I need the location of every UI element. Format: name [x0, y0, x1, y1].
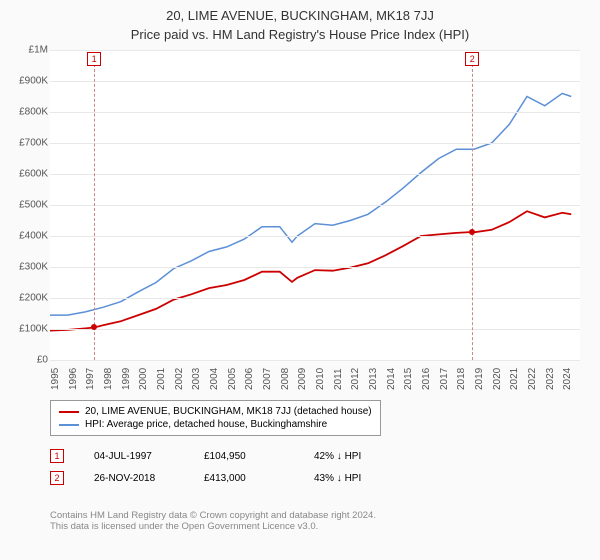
sale-dot	[91, 324, 97, 330]
x-tick-label: 2000	[138, 368, 149, 390]
y-tick-label: £200K	[0, 293, 48, 304]
x-tick-label: 2003	[191, 368, 202, 390]
transaction-diff-1: 42% ↓ HPI	[314, 451, 394, 462]
y-tick-label: £500K	[0, 200, 48, 211]
sale-vline	[472, 64, 473, 360]
x-tick-label: 2005	[227, 368, 238, 390]
transactions-table: 1 04-JUL-1997 £104,950 42% ↓ HPI 2 26-NO…	[50, 445, 394, 489]
x-tick-label: 2009	[297, 368, 308, 390]
gridline-h	[50, 174, 580, 175]
gridline-h	[50, 267, 580, 268]
gridline-h	[50, 298, 580, 299]
chart-title-address: 20, LIME AVENUE, BUCKINGHAM, MK18 7JJ	[0, 0, 600, 23]
transaction-date-2: 26-NOV-2018	[94, 473, 174, 484]
y-tick-label: £0	[0, 355, 48, 366]
transaction-diff-2: 43% ↓ HPI	[314, 473, 394, 484]
y-tick-label: £100K	[0, 324, 48, 335]
x-tick-label: 2016	[421, 368, 432, 390]
x-tick-label: 2013	[368, 368, 379, 390]
gridline-h	[50, 236, 580, 237]
gridline-h	[50, 81, 580, 82]
footnote-line-1: Contains HM Land Registry data © Crown c…	[50, 510, 376, 521]
chart-container: 20, LIME AVENUE, BUCKINGHAM, MK18 7JJ Pr…	[0, 0, 600, 560]
x-tick-label: 1998	[103, 368, 114, 390]
x-tick-label: 2007	[262, 368, 273, 390]
transaction-marker-1: 1	[50, 449, 64, 463]
y-tick-label: £300K	[0, 262, 48, 273]
x-tick-label: 2004	[209, 368, 220, 390]
x-tick-label: 1995	[50, 368, 61, 390]
legend: 20, LIME AVENUE, BUCKINGHAM, MK18 7JJ (d…	[50, 400, 381, 436]
series-price_paid	[50, 211, 571, 330]
x-tick-label: 2001	[156, 368, 167, 390]
y-tick-label: £800K	[0, 107, 48, 118]
x-tick-label: 1999	[121, 368, 132, 390]
y-tick-label: £900K	[0, 76, 48, 87]
sale-vline	[94, 64, 95, 360]
transaction-date-1: 04-JUL-1997	[94, 451, 174, 462]
gridline-h	[50, 360, 580, 361]
x-tick-label: 2022	[527, 368, 538, 390]
x-tick-label: 2020	[492, 368, 503, 390]
x-tick-label: 2015	[403, 368, 414, 390]
sale-dot	[469, 229, 475, 235]
gridline-h	[50, 205, 580, 206]
chart-title-subtitle: Price paid vs. HM Land Registry's House …	[0, 23, 600, 48]
x-tick-label: 2021	[509, 368, 520, 390]
y-tick-label: £400K	[0, 231, 48, 242]
x-tick-label: 2019	[474, 368, 485, 390]
x-tick-label: 2002	[174, 368, 185, 390]
gridline-h	[50, 143, 580, 144]
gridline-h	[50, 50, 580, 51]
sale-marker-box: 1	[87, 52, 101, 66]
y-tick-label: £700K	[0, 138, 48, 149]
transaction-price-2: £413,000	[204, 473, 284, 484]
footnote: Contains HM Land Registry data © Crown c…	[50, 510, 376, 532]
x-tick-label: 2008	[280, 368, 291, 390]
legend-label-1: 20, LIME AVENUE, BUCKINGHAM, MK18 7JJ (d…	[85, 406, 372, 417]
x-tick-label: 2012	[350, 368, 361, 390]
x-tick-label: 1997	[85, 368, 96, 390]
x-tick-label: 2024	[562, 368, 573, 390]
x-tick-label: 2017	[439, 368, 450, 390]
y-tick-label: £1M	[0, 45, 48, 56]
x-tick-label: 2018	[456, 368, 467, 390]
transaction-row: 2 26-NOV-2018 £413,000 43% ↓ HPI	[50, 467, 394, 489]
legend-item-1: 20, LIME AVENUE, BUCKINGHAM, MK18 7JJ (d…	[59, 405, 372, 418]
x-tick-label: 2010	[315, 368, 326, 390]
footnote-line-2: This data is licensed under the Open Gov…	[50, 521, 376, 532]
gridline-h	[50, 112, 580, 113]
x-tick-label: 2014	[386, 368, 397, 390]
x-tick-label: 2011	[333, 368, 344, 390]
legend-item-2: HPI: Average price, detached house, Buck…	[59, 418, 372, 431]
y-tick-label: £600K	[0, 169, 48, 180]
x-tick-label: 2023	[545, 368, 556, 390]
gridline-h	[50, 329, 580, 330]
transaction-row: 1 04-JUL-1997 £104,950 42% ↓ HPI	[50, 445, 394, 467]
legend-label-2: HPI: Average price, detached house, Buck…	[85, 419, 327, 430]
transaction-marker-2: 2	[50, 471, 64, 485]
transaction-price-1: £104,950	[204, 451, 284, 462]
sale-marker-box: 2	[465, 52, 479, 66]
x-tick-label: 2006	[244, 368, 255, 390]
x-tick-label: 1996	[68, 368, 79, 390]
